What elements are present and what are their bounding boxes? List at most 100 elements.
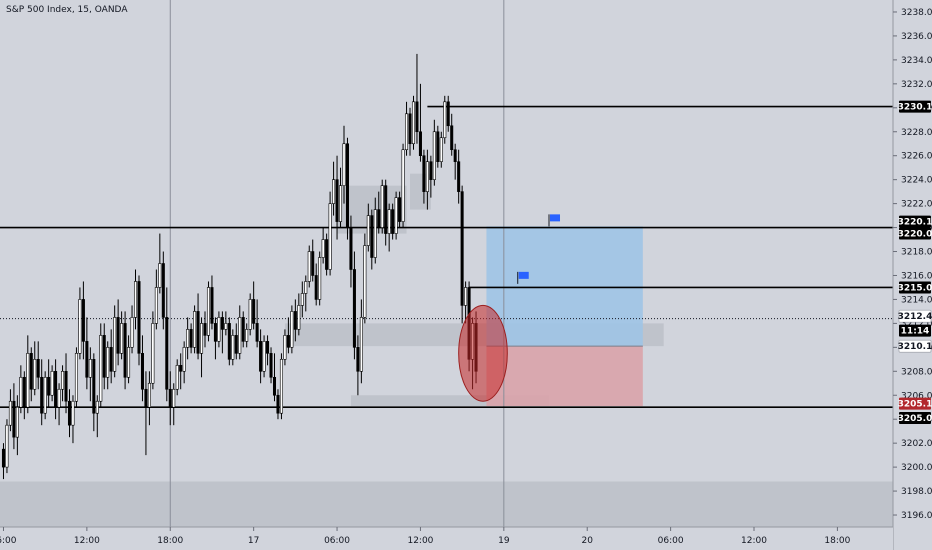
horizontal-lines-layer[interactable] <box>0 105 893 409</box>
candle-body <box>182 347 186 372</box>
candle-body <box>314 275 318 300</box>
candle-body <box>276 394 280 414</box>
candle-body <box>43 376 47 414</box>
candle-body <box>189 329 193 348</box>
position-tool-layer[interactable] <box>486 226 643 407</box>
candle <box>158 233 162 294</box>
candle <box>29 347 33 402</box>
candle <box>418 83 422 162</box>
flag-cloth <box>550 214 561 222</box>
flag-icon[interactable] <box>548 214 561 227</box>
candle-body <box>19 376 23 408</box>
candle-body <box>398 197 402 222</box>
candle <box>113 305 117 378</box>
candle-body <box>418 131 422 157</box>
candle <box>446 95 450 132</box>
candle <box>266 335 270 366</box>
price-tick-label: 3202.0 <box>901 439 932 449</box>
candle <box>116 299 120 366</box>
candle <box>391 203 395 240</box>
candle <box>425 149 429 210</box>
candle-body <box>116 317 120 354</box>
candle-body <box>61 370 65 390</box>
long-stop-zone[interactable] <box>486 346 643 407</box>
candle <box>144 371 148 456</box>
candle-body <box>186 329 190 348</box>
chart-title: S&P 500 Index, 15, OANDA <box>6 5 128 15</box>
flag-icon[interactable] <box>517 271 529 284</box>
candle-body <box>443 101 447 139</box>
candle-body <box>321 239 325 258</box>
candle-body <box>81 299 85 342</box>
candle <box>147 371 151 426</box>
candle-body <box>130 317 134 348</box>
candles-layer <box>1 53 478 480</box>
ellipse-layer[interactable] <box>458 304 508 402</box>
candle <box>140 335 144 402</box>
candle <box>61 365 65 402</box>
highlight-ellipse[interactable] <box>458 304 508 402</box>
candle-body <box>307 251 311 282</box>
candle-body <box>453 149 457 162</box>
candle <box>151 311 155 390</box>
candle-body <box>22 376 26 408</box>
candle <box>352 251 356 360</box>
candle-body <box>266 341 270 354</box>
candle <box>137 275 141 366</box>
candle <box>227 317 231 366</box>
candle <box>297 293 301 336</box>
candle <box>408 107 412 156</box>
candle <box>40 359 44 426</box>
candle-body <box>269 353 273 378</box>
candle <box>332 161 336 216</box>
time-axis[interactable]: 06:00 12:00 18:00 17 06:00 12:00 19 20 06:00 12:0… <box>0 526 893 550</box>
candle-body <box>151 323 155 384</box>
candle <box>405 101 409 156</box>
candle <box>245 323 249 348</box>
price-axis[interactable]: 3196.03198.03200.03202.03204.03206.03208… <box>892 0 932 550</box>
candle <box>241 311 245 348</box>
candle <box>200 317 204 378</box>
candle <box>387 203 391 252</box>
candle <box>311 239 315 282</box>
candle-body <box>411 101 416 145</box>
candle <box>439 131 443 168</box>
candle <box>182 341 186 384</box>
candle-body <box>92 359 96 414</box>
candle-body <box>161 263 165 318</box>
price-tag-box <box>899 100 931 113</box>
price-tag-box <box>899 215 931 228</box>
candle <box>436 125 440 168</box>
candle-body <box>373 209 377 258</box>
candle <box>78 287 82 360</box>
candle-body <box>238 317 242 354</box>
candle-body <box>158 263 162 288</box>
flags-layer[interactable] <box>517 214 561 284</box>
candle <box>307 245 311 288</box>
candle <box>36 341 40 390</box>
time-tick-label: 06:00 <box>324 536 350 546</box>
candle <box>175 359 179 396</box>
candle-body <box>15 406 19 438</box>
candle <box>300 281 304 318</box>
flag-cloth <box>518 271 529 279</box>
candle-body <box>175 365 179 390</box>
candle <box>252 281 256 330</box>
candle <box>71 395 75 444</box>
candle <box>349 215 353 288</box>
price-tick-label: 3196.0 <box>901 511 932 521</box>
candle-body <box>144 388 148 408</box>
candle-body <box>464 287 468 306</box>
candle-body <box>339 185 343 222</box>
candle <box>120 311 124 360</box>
candle-body <box>137 281 141 354</box>
candle <box>220 311 224 354</box>
candle <box>356 335 360 396</box>
long-target-zone[interactable] <box>486 226 643 347</box>
candle-body <box>113 317 117 372</box>
candle-body <box>109 347 113 372</box>
time-tick-label: 19 <box>498 536 510 546</box>
candle <box>85 317 89 390</box>
